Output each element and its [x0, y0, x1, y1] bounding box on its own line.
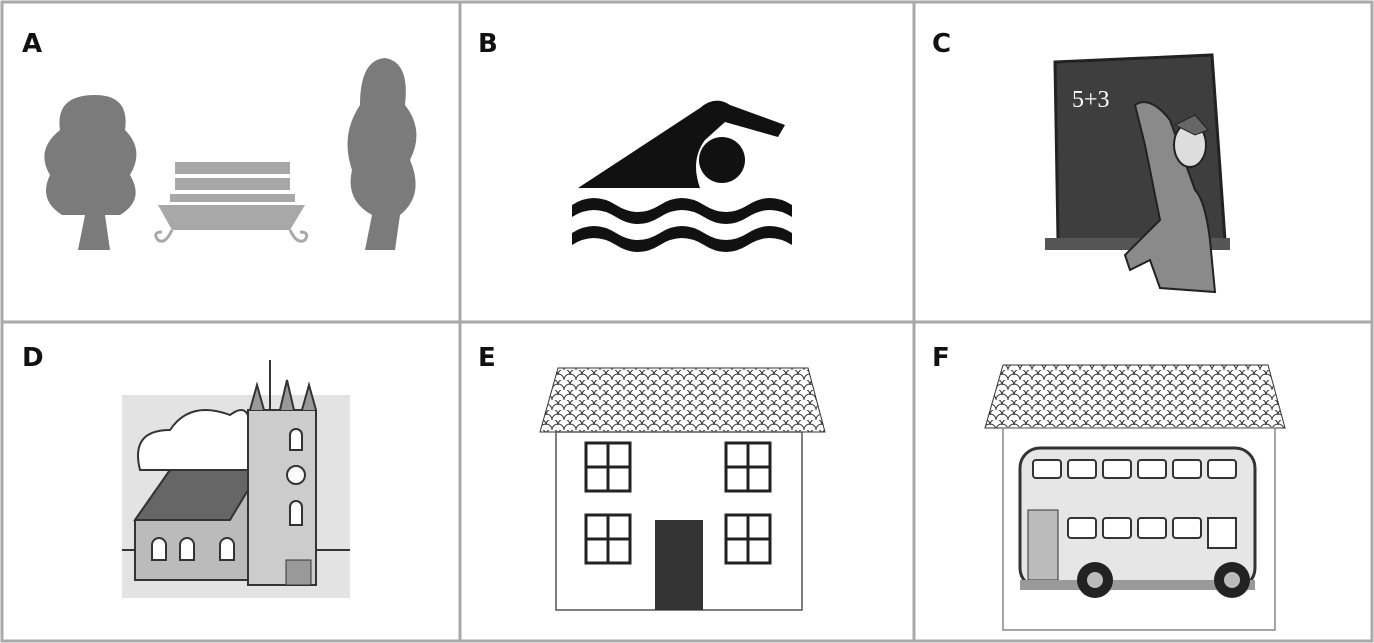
bus-garage-illustration	[985, 365, 1285, 630]
panel-label: A	[22, 29, 42, 59]
page: A B C D E F 5+3	[0, 0, 1374, 643]
picture-grid: A B C D E F 5+3	[0, 0, 1374, 643]
panel-label: C	[932, 29, 951, 59]
teacher-illustration: 5+3	[1045, 55, 1230, 292]
park-illustration	[44, 58, 416, 250]
board-text: 5+3	[1072, 87, 1110, 113]
house-illustration	[540, 368, 825, 610]
church-illustration	[122, 360, 350, 598]
panel-label: D	[22, 343, 44, 373]
panel-label: F	[932, 343, 950, 373]
swimming-illustration	[572, 101, 792, 252]
panel-label: E	[478, 343, 496, 373]
panel-label: B	[478, 29, 498, 59]
